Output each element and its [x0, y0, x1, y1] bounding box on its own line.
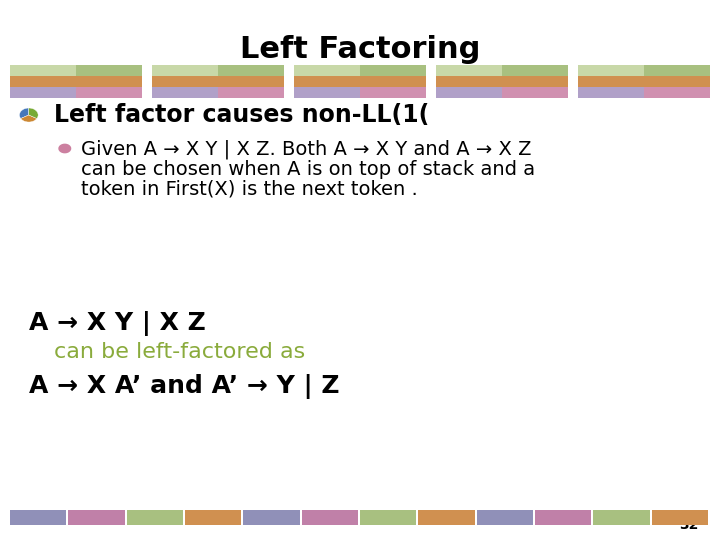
Text: 32: 32 [679, 518, 698, 532]
Text: Left Factoring: Left Factoring [240, 35, 480, 64]
Text: A → X A’ and A’ → Y | Z: A → X A’ and A’ → Y | Z [29, 374, 339, 399]
Text: A → X Y | X Z: A → X Y | X Z [29, 312, 205, 336]
Text: Given A → X Y | X Z. Both A → X Y and A → X Z: Given A → X Y | X Z. Both A → X Y and A … [81, 139, 531, 159]
Text: token in First(X) is the next token .: token in First(X) is the next token . [81, 179, 418, 199]
Text: can be left-factored as: can be left-factored as [54, 342, 305, 362]
Text: can be chosen when A is on top of stack and a: can be chosen when A is on top of stack … [81, 160, 535, 179]
Text: Left factor causes non-LL(1(: Left factor causes non-LL(1( [54, 103, 429, 127]
